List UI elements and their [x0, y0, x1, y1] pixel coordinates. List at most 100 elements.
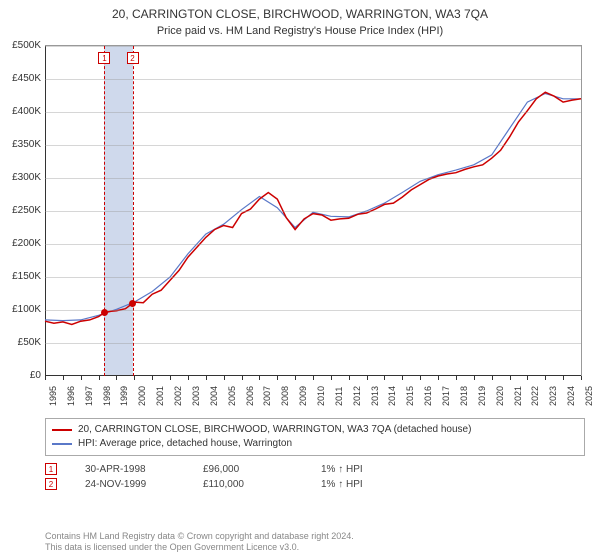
x-tick [402, 376, 403, 380]
x-tick [242, 376, 243, 380]
x-tick [331, 376, 332, 380]
y-tick-label: £0 [3, 370, 41, 381]
legend: 20, CARRINGTON CLOSE, BIRCHWOOD, WARRING… [45, 418, 585, 456]
x-tick [116, 376, 117, 380]
copyright: Contains HM Land Registry data © Crown c… [45, 531, 585, 554]
x-tick-label: 2008 [280, 386, 290, 406]
x-tick-label: 2005 [227, 386, 237, 406]
transaction-hpi: 1% ↑ HPI [321, 479, 411, 490]
transaction-hpi: 1% ↑ HPI [321, 464, 411, 475]
x-tick [152, 376, 153, 380]
y-tick-label: £100K [3, 304, 41, 315]
x-tick-label: 2015 [405, 386, 415, 406]
x-tick-label: 2000 [137, 386, 147, 406]
x-tick [277, 376, 278, 380]
transaction-date: 30-APR-1998 [85, 464, 175, 475]
y-tick-label: £300K [3, 172, 41, 183]
x-tick-label: 2023 [548, 386, 558, 406]
x-tick-label: 2018 [459, 386, 469, 406]
x-tick-label: 2024 [566, 386, 576, 406]
x-tick-label: 2025 [584, 386, 594, 406]
x-tick [63, 376, 64, 380]
x-tick-label: 1999 [119, 386, 129, 406]
series-line [45, 92, 581, 324]
x-tick-label: 1996 [66, 386, 76, 406]
x-tick-label: 2002 [173, 386, 183, 406]
transactions-table: 1 30-APR-1998 £96,000 1% ↑ HPI 2 24-NOV-1999 £… [45, 460, 585, 493]
legend-item: 20, CARRINGTON CLOSE, BIRCHWOOD, WARRING… [52, 423, 578, 437]
gridline [45, 211, 581, 212]
legend-label: HPI: Average price, detached house, Warr… [78, 437, 292, 451]
x-tick-label: 1997 [84, 386, 94, 406]
transaction-marker: 1 [45, 463, 57, 475]
x-tick-label: 2011 [334, 387, 344, 406]
x-tick-label: 2022 [530, 386, 540, 406]
x-tick [510, 376, 511, 380]
x-tick-label: 2009 [298, 386, 308, 406]
y-tick-label: £250K [3, 205, 41, 216]
transaction-price: £96,000 [203, 464, 293, 475]
x-tick [134, 376, 135, 380]
x-tick-label: 2006 [245, 386, 255, 406]
marker-dot [129, 300, 136, 307]
gridline [45, 277, 581, 278]
x-tick-label: 2001 [155, 386, 165, 406]
gridline [45, 244, 581, 245]
y-tick-label: £350K [3, 139, 41, 150]
x-tick-label: 2017 [441, 386, 451, 406]
x-tick [545, 376, 546, 380]
gridline [45, 112, 581, 113]
legend-swatch [52, 443, 72, 445]
transaction-row: 1 30-APR-1998 £96,000 1% ↑ HPI [45, 463, 585, 475]
x-tick-label: 2014 [387, 386, 397, 406]
x-tick [438, 376, 439, 380]
x-tick-label: 2013 [370, 386, 380, 406]
y-tick-label: £400K [3, 106, 41, 117]
x-tick [81, 376, 82, 380]
marker-line [104, 46, 105, 376]
gridline [45, 310, 581, 311]
legend-label: 20, CARRINGTON CLOSE, BIRCHWOOD, WARRING… [78, 423, 471, 437]
x-tick-label: 2007 [262, 386, 272, 406]
transaction-date: 24-NOV-1999 [85, 479, 175, 490]
x-tick [420, 376, 421, 380]
title: 20, CARRINGTON CLOSE, BIRCHWOOD, WARRING… [0, 0, 600, 23]
x-tick [45, 376, 46, 380]
x-tick-label: 2012 [352, 386, 362, 406]
x-tick [474, 376, 475, 380]
x-tick [349, 376, 350, 380]
y-tick-label: £150K [3, 271, 41, 282]
x-tick [99, 376, 100, 380]
x-tick-label: 1998 [102, 386, 112, 406]
gridline [45, 46, 581, 47]
x-tick-label: 2010 [316, 386, 326, 406]
x-tick-label: 2020 [495, 386, 505, 406]
copyright-line-2: This data is licensed under the Open Gov… [45, 542, 585, 554]
subtitle: Price paid vs. HM Land Registry's House … [0, 23, 600, 37]
x-tick [581, 376, 582, 380]
x-tick [170, 376, 171, 380]
gridline [45, 343, 581, 344]
gridline [45, 145, 581, 146]
x-tick-label: 2016 [423, 386, 433, 406]
x-tick [492, 376, 493, 380]
x-tick [259, 376, 260, 380]
x-tick [384, 376, 385, 380]
legend-swatch [52, 429, 72, 431]
copyright-line-1: Contains HM Land Registry data © Crown c… [45, 531, 585, 543]
y-tick-label: £50K [3, 337, 41, 348]
x-tick-label: 2021 [513, 386, 523, 406]
x-tick-label: 2019 [477, 386, 487, 406]
y-tick-label: £500K [3, 40, 41, 51]
x-tick-label: 1995 [48, 386, 58, 406]
x-tick [313, 376, 314, 380]
legend-item: HPI: Average price, detached house, Warr… [52, 437, 578, 451]
marker-box: 2 [127, 52, 139, 64]
y-tick-label: £450K [3, 73, 41, 84]
transaction-marker: 2 [45, 478, 57, 490]
x-tick [527, 376, 528, 380]
marker-line [133, 46, 134, 376]
y-tick-label: £200K [3, 238, 41, 249]
x-tick-label: 2004 [209, 386, 219, 406]
x-tick [224, 376, 225, 380]
